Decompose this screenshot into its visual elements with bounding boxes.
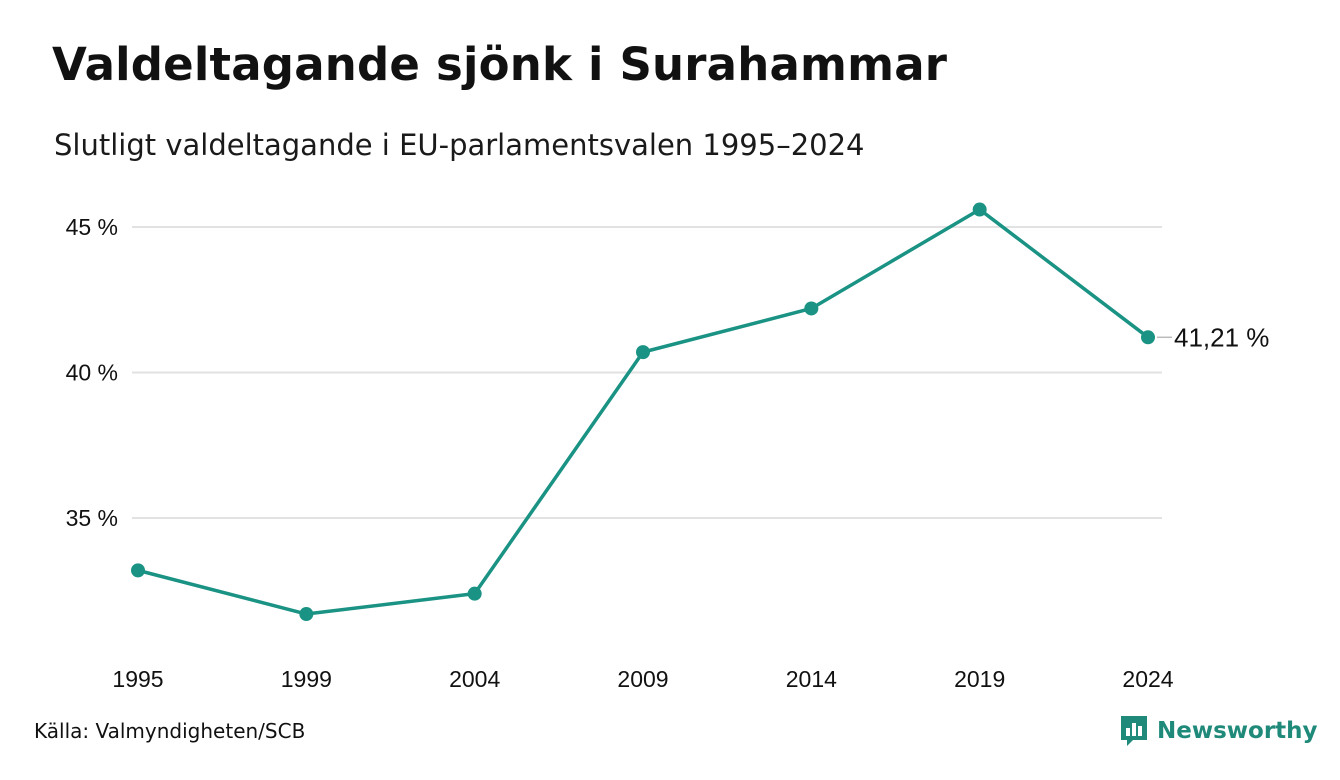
x-axis-ticks: 1995 1999 2004 2009 2014 2019 2024: [112, 666, 1173, 692]
series-line-group: [136, 207, 1150, 616]
data-point: [804, 301, 819, 316]
x-tick-label: 2019: [954, 666, 1005, 692]
y-tick-label: 45 %: [66, 214, 118, 240]
x-tick-label: 2004: [449, 666, 500, 692]
end-value-label: 41,21 %: [1174, 322, 1269, 352]
end-annotation: 41,21 %: [1157, 322, 1269, 352]
data-point: [299, 607, 314, 622]
brand-name: Newsworthy: [1157, 718, 1318, 744]
data-points: [131, 202, 1155, 622]
data-point: [972, 202, 987, 217]
newsworthy-logo-icon: [1121, 716, 1147, 746]
data-point: [636, 345, 650, 360]
gridlines: [132, 226, 1162, 519]
data-point: [131, 563, 145, 578]
y-tick-label: 40 %: [66, 360, 118, 386]
data-point: [1141, 330, 1155, 345]
x-tick-label: 2024: [1122, 666, 1173, 692]
x-tick-label: 2014: [786, 666, 837, 692]
source-note: Källa: Valmyndigheten/SCB: [34, 719, 306, 743]
series-line: [136, 207, 1150, 616]
x-tick-label: 1995: [112, 666, 163, 692]
chart-title: Valdeltagande sjönk i Surahammar: [52, 38, 948, 91]
x-tick-label: 2009: [617, 666, 668, 692]
y-tick-label: 35 %: [66, 505, 118, 531]
x-tick-label: 1999: [281, 666, 332, 692]
y-axis-ticks: 35 % 40 % 45 %: [66, 214, 118, 531]
data-point: [467, 586, 482, 601]
chart-subtitle: Slutligt valdeltagande i EU-parlamentsva…: [54, 128, 865, 162]
brand-logo: Newsworthy: [1119, 714, 1318, 748]
